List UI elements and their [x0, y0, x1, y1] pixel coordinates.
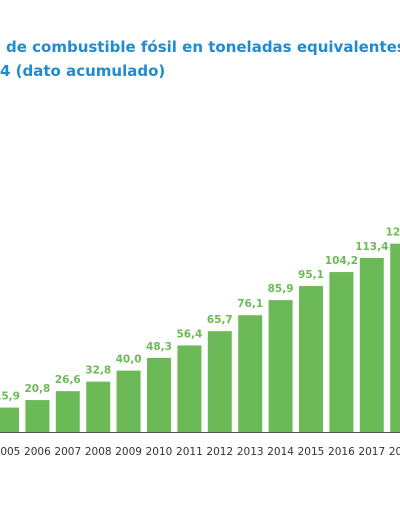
value-label: 122,7 — [386, 227, 400, 239]
value-label: 20,8 — [24, 383, 50, 395]
x-tick-label: 2012 — [206, 446, 233, 458]
value-label: 15,9 — [0, 391, 20, 403]
x-tick-label: 2011 — [176, 446, 203, 458]
value-label: 40,0 — [116, 354, 142, 366]
x-tick-label: 2009 — [115, 446, 142, 458]
x-tick-label: 2006 — [24, 446, 51, 458]
value-label: 26,6 — [55, 374, 81, 386]
x-tick-label: 2007 — [54, 446, 81, 458]
value-label: 76,1 — [237, 298, 263, 310]
bar — [116, 370, 141, 432]
chart-title: de combustible fósil en toneladas equiva… — [6, 38, 400, 56]
bar — [207, 331, 232, 432]
bar — [390, 243, 400, 432]
bar — [25, 400, 50, 432]
bar — [55, 391, 80, 432]
bar — [147, 357, 171, 432]
value-label: 32,8 — [85, 365, 111, 377]
x-tick-label: 2017 — [358, 446, 385, 458]
x-tick-label: 2010 — [146, 446, 173, 458]
bar — [238, 315, 263, 432]
bar — [299, 286, 323, 432]
x-tick-label: 2018 — [389, 446, 400, 458]
x-tick-label: 2005 — [0, 446, 20, 458]
bar — [268, 300, 293, 432]
value-label: 95,1 — [298, 269, 324, 281]
x-tick-label: 2014 — [267, 446, 294, 458]
bar — [329, 272, 354, 432]
bar — [0, 407, 19, 432]
bar — [359, 257, 384, 432]
value-label: 56,4 — [176, 328, 202, 340]
bar — [86, 381, 111, 432]
x-tick-label: 2008 — [85, 446, 112, 458]
value-label: 48,3 — [146, 341, 172, 353]
x-tick-label: 2015 — [298, 446, 325, 458]
chart-title: 4 (dato acumulado) — [0, 62, 165, 80]
bar — [177, 345, 202, 432]
value-label: 85,9 — [268, 283, 294, 295]
value-label: 113,4 — [355, 241, 388, 253]
value-label: 65,7 — [207, 314, 233, 326]
x-tick-label: 2013 — [237, 446, 264, 458]
value-label: 104,2 — [325, 255, 358, 267]
x-tick-label: 2016 — [328, 446, 355, 458]
